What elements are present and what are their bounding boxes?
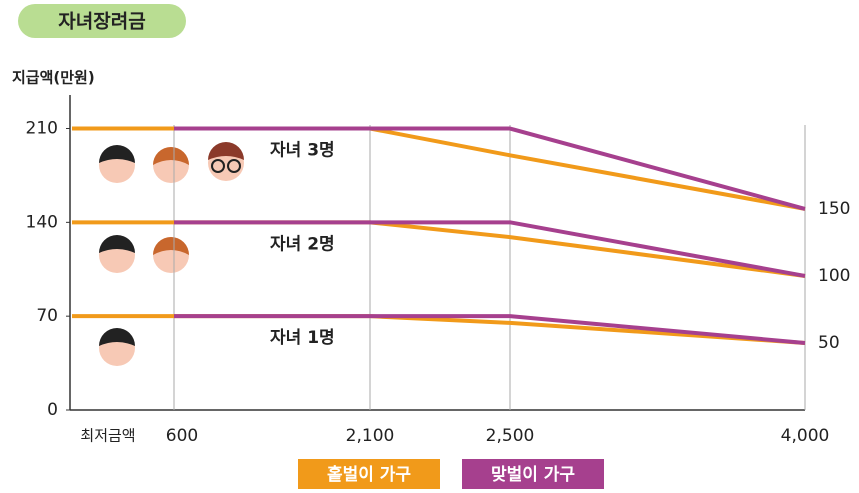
- group-label: 자녀 3명: [270, 141, 335, 161]
- x-tick-label: 2,100: [346, 426, 395, 446]
- y2-tick-label: 50: [818, 333, 840, 353]
- x-tick-label: 최저금액: [80, 427, 135, 445]
- x-tick-label: 600: [166, 426, 198, 446]
- series-line: [174, 220, 806, 278]
- series-line: [174, 314, 806, 345]
- y-tick-label: 70: [36, 306, 58, 326]
- group-label: 자녀 2명: [270, 234, 335, 254]
- series-line: [174, 126, 806, 211]
- y-axis-label: 지급액(만원): [12, 69, 95, 87]
- y-tick-label: 210: [26, 119, 58, 139]
- group-label: 자녀 1명: [270, 328, 335, 348]
- y-tick-label: 140: [26, 212, 58, 232]
- y2-tick-label: 100: [818, 266, 850, 286]
- legend-swatch: [462, 459, 604, 489]
- icons: [99, 142, 244, 366]
- x-tick-label: 4,000: [781, 426, 830, 446]
- title-pill: [18, 4, 186, 38]
- y-tick-label: 0: [47, 400, 58, 420]
- legend-label: 맞벌이 가구: [491, 465, 575, 485]
- chart-title: 자녀장려금: [58, 11, 145, 33]
- x-tick-label: 2,500: [486, 426, 535, 446]
- y2-tick-label: 150: [818, 199, 850, 219]
- legend-label: 홑벌이 가구: [327, 464, 411, 485]
- series-line: [72, 314, 806, 345]
- legend-swatch: [298, 459, 440, 489]
